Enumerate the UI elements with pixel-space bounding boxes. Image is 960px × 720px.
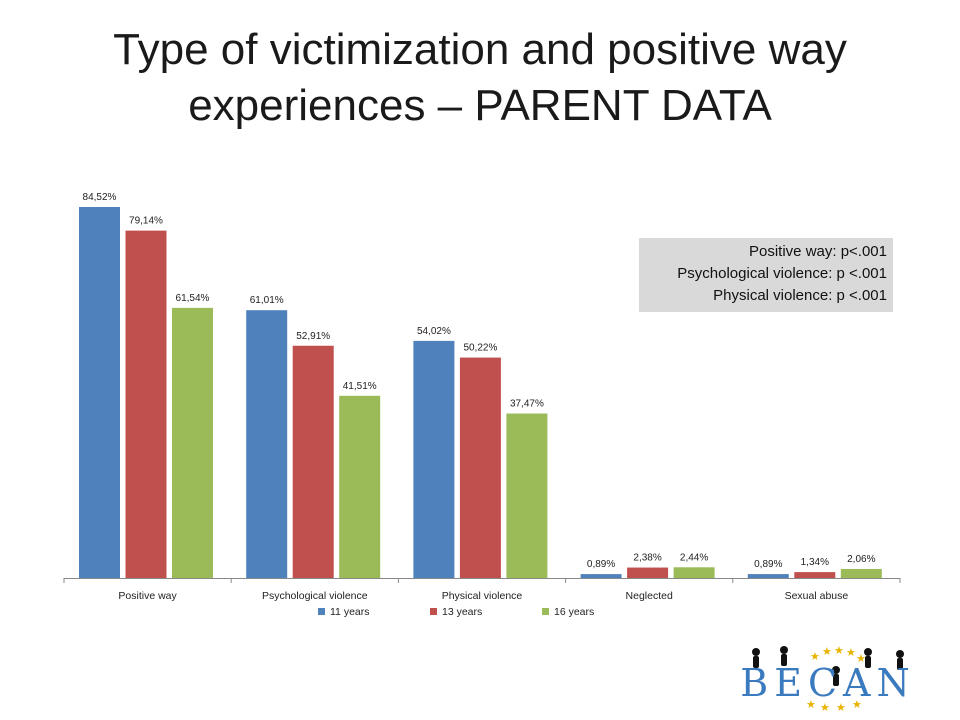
svg-text:★: ★: [846, 646, 856, 659]
data-label: 61,01%: [250, 295, 284, 306]
bar: [794, 572, 836, 578]
data-label: 50,22%: [463, 343, 497, 354]
bar: [172, 307, 213, 578]
x-tick-label: Sexual abuse: [785, 590, 849, 602]
stat-psychological-violence: Psychological violence: p <.001: [677, 265, 887, 282]
bar: [292, 345, 334, 578]
stat-positive-way: Positive way: p<.001: [749, 243, 887, 260]
legend-label: 11 years: [330, 606, 370, 618]
svg-text:★: ★: [834, 644, 844, 657]
bar: [459, 357, 501, 578]
svg-text:★: ★: [822, 645, 832, 658]
bar: [840, 568, 882, 578]
bar: [627, 567, 669, 578]
legend-swatch: [542, 608, 549, 615]
data-label: 37,47%: [510, 399, 544, 410]
data-label: 1,34%: [801, 557, 829, 568]
legend-label: 13 years: [442, 606, 482, 618]
bar: [506, 413, 548, 578]
data-label: 0,89%: [754, 559, 782, 570]
x-tick-label: Positive way: [118, 590, 177, 602]
bar: [125, 230, 167, 578]
x-tick-label: Physical violence: [442, 590, 523, 602]
bar: [413, 340, 455, 578]
legend-label: 16 years: [554, 606, 594, 618]
bar: [580, 574, 622, 578]
becan-logo: ★ ★ ★ ★ ★ ★ ★ ★ ★ BECAN: [740, 644, 915, 712]
svg-text:★: ★: [820, 701, 830, 712]
svg-text:★: ★: [836, 701, 846, 712]
data-label: 2,38%: [633, 553, 661, 564]
svg-text:★: ★: [856, 652, 866, 665]
data-label: 54,02%: [417, 326, 451, 337]
data-label: 84,52%: [83, 192, 117, 203]
logo-stars: ★ ★ ★ ★ ★ ★ ★ ★ ★: [806, 644, 866, 712]
data-label: 61,54%: [176, 293, 210, 304]
data-label: 79,14%: [129, 216, 163, 227]
bar: [747, 574, 789, 578]
svg-text:★: ★: [806, 698, 816, 711]
title-line-2: experiences – PARENT DATA: [188, 81, 772, 130]
svg-text:★: ★: [852, 698, 862, 711]
significance-box: Positive way: p<.001 Psychological viole…: [639, 238, 893, 312]
legend-swatch: [430, 608, 437, 615]
bar: [673, 567, 715, 578]
legend-swatch: [318, 608, 325, 615]
bar: [246, 310, 288, 578]
x-tick-label: Psychological violence: [262, 590, 368, 602]
data-label: 41,51%: [343, 381, 377, 392]
x-tick-label: Neglected: [626, 590, 673, 602]
title-line-1: Type of victimization and positive way: [113, 25, 847, 74]
data-label: 2,44%: [680, 552, 708, 563]
bar: [79, 207, 120, 578]
bar: [339, 395, 381, 578]
slide-title: Type of victimization and positive way e…: [20, 22, 940, 134]
svg-text:★: ★: [810, 650, 820, 663]
data-label: 52,91%: [296, 331, 330, 342]
logo-wordmark: BECAN: [740, 661, 915, 705]
data-label: 0,89%: [587, 559, 615, 570]
data-label: 2,06%: [847, 554, 875, 565]
logo-children: [752, 646, 904, 686]
stat-physical-violence: Physical violence: p <.001: [713, 287, 887, 304]
